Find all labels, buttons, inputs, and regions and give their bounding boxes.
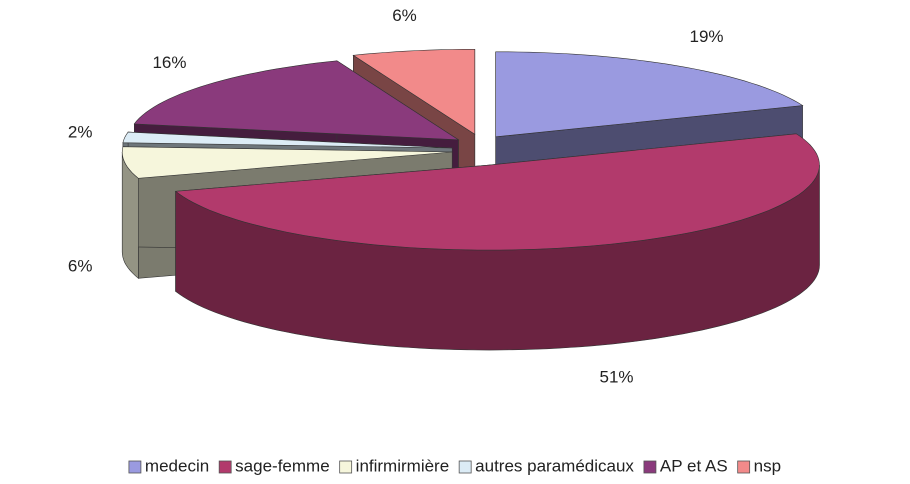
data-label: 19%	[690, 27, 724, 46]
legend-swatch	[339, 460, 353, 474]
legend-swatch	[643, 460, 657, 474]
legend-swatch	[458, 460, 472, 474]
slice	[352, 49, 476, 135]
slice	[122, 131, 453, 149]
legend-swatch	[128, 460, 142, 474]
legend-label: AP et AS	[660, 456, 728, 475]
data-label: 6%	[68, 257, 93, 276]
legend-label: medecin	[145, 456, 209, 475]
slice	[174, 133, 820, 251]
data-label: 6%	[392, 6, 417, 25]
legend-swatch	[737, 460, 751, 474]
slice	[121, 146, 453, 179]
slice-group	[174, 133, 820, 351]
legend-label: autres paramédicaux	[475, 456, 634, 475]
data-label: 2%	[68, 122, 93, 141]
legend: medecin sage-femme infirmirmière autres par…	[128, 456, 781, 475]
data-label: 16%	[152, 53, 186, 72]
legend-swatch	[218, 460, 232, 474]
slice	[495, 51, 804, 138]
data-label: 51%	[599, 367, 633, 386]
legend-label: nsp	[754, 456, 781, 475]
slice	[133, 60, 460, 141]
legend-label: infirmirmière	[356, 456, 450, 475]
legend-label: sage-femme	[235, 456, 329, 475]
